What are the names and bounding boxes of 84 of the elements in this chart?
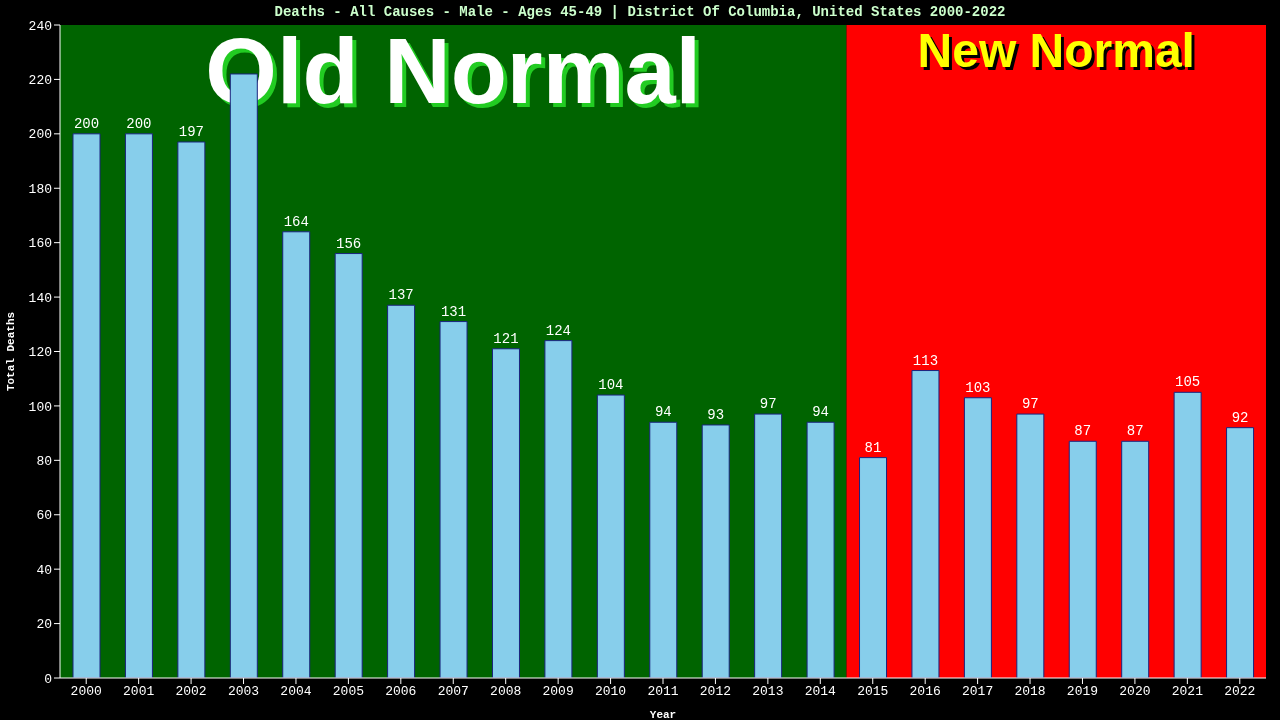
x-tick-label: 2020 [1119,684,1151,700]
x-tick-label: 2021 [1171,684,1204,700]
bar [439,321,468,678]
x-tick-label: 2000 [70,684,102,700]
band-label: New Normal [917,24,1195,77]
x-tick-label: 2008 [490,684,522,700]
x-axis-title: Year [649,709,677,720]
x-tick-label: 2010 [594,684,627,700]
x-tick-label: 2002 [175,684,207,700]
data-label: 113 [912,352,939,369]
data-label: 92 [1231,409,1249,426]
data-label: 81 [864,439,882,456]
x-tick-label: 2003 [227,684,260,700]
bar [387,304,416,678]
bar [72,133,101,678]
bar [544,340,573,678]
x-tick-label: 2007 [437,684,469,700]
x-tick-label: 2016 [909,684,941,700]
bar [177,141,206,678]
bar [754,413,783,678]
y-tick-label: 40 [36,562,52,578]
y-tick-label: 100 [28,399,52,415]
x-tick-label: 2013 [752,684,784,700]
x-tick-label: 2018 [1014,684,1046,700]
x-tick-label: 2009 [542,684,574,700]
bar [649,421,678,678]
bar [1226,427,1255,678]
data-label: 105 [1175,374,1201,391]
bar [1173,391,1202,678]
bar [911,370,940,678]
y-tick-label: 80 [36,453,52,469]
bar [491,348,520,678]
x-tick-label: 2011 [647,684,679,700]
x-tick-label: 2012 [699,684,732,700]
data-label: 94 [654,404,672,421]
y-tick-label: 0 [44,671,52,687]
x-tick-label: 2015 [857,684,889,700]
bar [806,421,835,678]
y-tick-label: 180 [28,181,52,197]
data-label: 131 [440,303,467,320]
bar [596,394,625,678]
x-tick-label: 2014 [804,684,837,700]
data-label: 94 [812,404,829,421]
bar [1068,440,1097,678]
bar [859,457,888,678]
y-tick-label: 200 [28,127,52,143]
x-tick-label: 2005 [332,684,364,700]
y-tick-label: 140 [28,290,52,306]
data-label: 87 [1126,423,1144,440]
data-label: 121 [493,330,519,347]
y-tick-label: 60 [36,508,52,524]
data-label: 124 [545,322,572,339]
bar [334,253,363,678]
bar [1016,413,1045,678]
chart-title: Deaths - All Causes - Male - Ages 45-49 | District Of Columbia, United States 2000-2022 [273,4,1007,20]
bar [124,133,153,678]
bar [1121,440,1150,678]
y-tick-label: 120 [28,345,52,361]
data-label: 97 [1021,396,1039,413]
bar [282,231,311,678]
data-label: 87 [1074,423,1092,440]
data-label: 97 [759,396,777,413]
x-tick-label: 2022 [1224,684,1256,700]
data-label: 200 [126,115,152,132]
data-label: 200 [73,115,100,132]
x-tick-label: 2004 [280,684,312,700]
x-tick-label: 2006 [385,684,417,700]
data-label: 104 [598,377,624,394]
data-label: 197 [178,124,204,140]
data-label: 93 [707,406,725,423]
bar [963,397,992,678]
bar [701,424,730,678]
data-label: 156 [336,235,362,252]
data-label: 103 [965,379,991,396]
y-tick-label: 160 [28,236,52,252]
x-tick-label: 2017 [962,684,994,700]
data-label: 164 [283,213,309,230]
data-label: 137 [388,287,414,304]
x-tick-label: 2019 [1066,684,1099,700]
y-axis-title: Total Deaths [4,311,17,392]
y-tick-label: 240 [28,18,52,34]
x-tick-label: 2001 [123,684,155,700]
y-tick-label: 20 [36,617,52,633]
y-tick-label: 220 [28,73,52,89]
